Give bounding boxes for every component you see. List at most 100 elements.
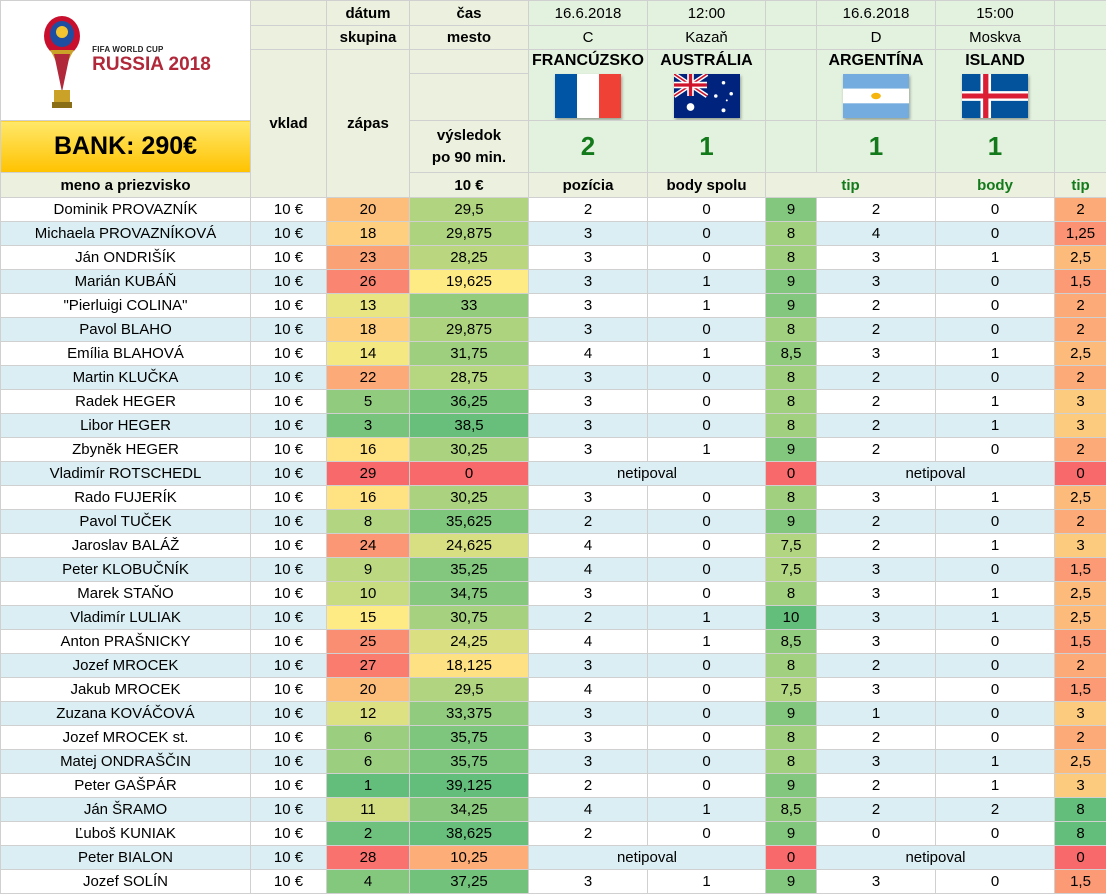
match1-points[interactable]: 8 bbox=[765, 389, 817, 414]
match2-tip-home[interactable]: 2 bbox=[816, 293, 936, 318]
match2-tip-home[interactable]: 3 bbox=[816, 869, 936, 894]
player-name[interactable]: Libor HEGER bbox=[0, 413, 251, 438]
match1-no-tip[interactable]: netipoval bbox=[528, 461, 766, 486]
match1-tip-home[interactable]: 2 bbox=[528, 773, 648, 798]
match1-points[interactable]: 9 bbox=[765, 269, 817, 294]
match1-points[interactable]: 9 bbox=[765, 773, 817, 798]
match2-tip-home[interactable]: 2 bbox=[816, 533, 936, 558]
match2-tip-home[interactable]: 3 bbox=[816, 245, 936, 270]
match2-points[interactable]: 0 bbox=[1054, 461, 1106, 486]
match1-tip-away[interactable]: 0 bbox=[647, 725, 766, 750]
match1-points[interactable]: 8 bbox=[765, 485, 817, 510]
player-vklad[interactable]: 10 € bbox=[250, 797, 327, 822]
match2-tip-away[interactable]: 0 bbox=[935, 437, 1055, 462]
match1-tip-away[interactable]: 1 bbox=[647, 341, 766, 366]
match1-points[interactable]: 7,5 bbox=[765, 557, 817, 582]
player-vklad[interactable]: 10 € bbox=[250, 389, 327, 414]
player-vklad[interactable]: 10 € bbox=[250, 557, 327, 582]
table-row[interactable]: Pavol BLAHO 10 €18 29,875 3 0 8 2 0 2 bbox=[0, 317, 1106, 342]
match2-tip-away[interactable]: 1 bbox=[935, 341, 1055, 366]
match2-tip-home[interactable]: 2 bbox=[816, 413, 936, 438]
match1-tip-home[interactable]: 3 bbox=[528, 245, 648, 270]
player-total-points[interactable]: 35,75 bbox=[409, 749, 529, 774]
player-position[interactable]: 26 bbox=[326, 269, 410, 294]
player-vklad[interactable]: 10 € bbox=[250, 269, 327, 294]
match2-tip-away[interactable]: 0 bbox=[935, 677, 1055, 702]
match2-tip-home[interactable]: 2 bbox=[816, 317, 936, 342]
match1-points[interactable]: 8,5 bbox=[765, 341, 817, 366]
match2-tip-home[interactable]: 2 bbox=[816, 197, 936, 222]
player-vklad[interactable]: 10 € bbox=[250, 581, 327, 606]
table-row[interactable]: Dominik PROVAZNÍK 10 €20 29,5 2 0 9 2 0 2 bbox=[0, 197, 1106, 222]
match2-tip-home[interactable]: 3 bbox=[816, 557, 936, 582]
player-total-points[interactable]: 34,75 bbox=[409, 581, 529, 606]
match2-tip-home[interactable]: 2 bbox=[816, 653, 936, 678]
player-total-points[interactable]: 38,625 bbox=[409, 821, 529, 846]
match1-tip-away[interactable]: 1 bbox=[647, 869, 766, 894]
match2-points[interactable]: 2,5 bbox=[1054, 749, 1106, 774]
match1-points[interactable]: 7,5 bbox=[765, 533, 817, 558]
match1-tip-home[interactable]: 4 bbox=[528, 629, 648, 654]
player-total-points[interactable]: 29,5 bbox=[409, 677, 529, 702]
player-position[interactable]: 6 bbox=[326, 725, 410, 750]
match1-tip-away[interactable]: 0 bbox=[647, 485, 766, 510]
match1-tip-away[interactable]: 0 bbox=[647, 413, 766, 438]
match1-tip-home[interactable]: 3 bbox=[528, 413, 648, 438]
match2-points[interactable]: 2 bbox=[1054, 437, 1106, 462]
match2-tip-away[interactable]: 1 bbox=[935, 581, 1055, 606]
match2-tip-away[interactable]: 1 bbox=[935, 413, 1055, 438]
player-position[interactable]: 15 bbox=[326, 605, 410, 630]
match1-points[interactable]: 7,5 bbox=[765, 677, 817, 702]
player-position[interactable]: 3 bbox=[326, 413, 410, 438]
match1-points[interactable]: 8 bbox=[765, 413, 817, 438]
match1-tip-away[interactable]: 0 bbox=[647, 197, 766, 222]
player-total-points[interactable]: 35,75 bbox=[409, 725, 529, 750]
match2-tip-home[interactable]: 3 bbox=[816, 677, 936, 702]
player-vklad[interactable]: 10 € bbox=[250, 605, 327, 630]
match1-points[interactable]: 10 bbox=[765, 605, 817, 630]
match2-tip-home[interactable]: 3 bbox=[816, 485, 936, 510]
player-vklad[interactable]: 10 € bbox=[250, 677, 327, 702]
table-row[interactable]: Marek STAŇO 10 €10 34,75 3 0 8 3 1 2,5 bbox=[0, 581, 1106, 606]
match1-points[interactable]: 9 bbox=[765, 509, 817, 534]
match2-points[interactable]: 2,5 bbox=[1054, 245, 1106, 270]
match1-tip-away[interactable]: 1 bbox=[647, 437, 766, 462]
player-total-points[interactable]: 0 bbox=[409, 461, 529, 486]
player-name[interactable]: Vladimír LULIAK bbox=[0, 605, 251, 630]
player-position[interactable]: 13 bbox=[326, 293, 410, 318]
match1-tip-home[interactable]: 3 bbox=[528, 749, 648, 774]
player-name[interactable]: Peter GAŠPÁR bbox=[0, 773, 251, 798]
table-row[interactable]: Martin KLUČKA 10 €22 28,75 3 0 8 2 0 2 bbox=[0, 365, 1106, 390]
player-position[interactable]: 28 bbox=[326, 845, 410, 870]
table-row[interactable]: Jozef MROCEK 10 €27 18,125 3 0 8 2 0 2 bbox=[0, 653, 1106, 678]
player-position[interactable]: 23 bbox=[326, 245, 410, 270]
player-total-points[interactable]: 30,25 bbox=[409, 485, 529, 510]
match2-points[interactable]: 1,5 bbox=[1054, 557, 1106, 582]
player-total-points[interactable]: 10,25 bbox=[409, 845, 529, 870]
match1-points[interactable]: 9 bbox=[765, 197, 817, 222]
match1-points[interactable]: 8 bbox=[765, 317, 817, 342]
player-total-points[interactable]: 35,25 bbox=[409, 557, 529, 582]
table-row[interactable]: Jaroslav BALÁŽ 10 €24 24,625 4 0 7,5 2 1 3 bbox=[0, 533, 1106, 558]
match2-tip-away[interactable]: 0 bbox=[935, 557, 1055, 582]
match1-no-tip[interactable]: netipoval bbox=[528, 845, 766, 870]
player-vklad[interactable]: 10 € bbox=[250, 749, 327, 774]
match2-points[interactable]: 0 bbox=[1054, 845, 1106, 870]
table-row[interactable]: Zuzana KOVÁČOVÁ 10 €12 33,375 3 0 9 1 0 3 bbox=[0, 701, 1106, 726]
player-total-points[interactable]: 35,625 bbox=[409, 509, 529, 534]
player-total-points[interactable]: 33 bbox=[409, 293, 529, 318]
match2-tip-away[interactable]: 1 bbox=[935, 485, 1055, 510]
player-name[interactable]: Pavol BLAHO bbox=[0, 317, 251, 342]
player-vklad[interactable]: 10 € bbox=[250, 365, 327, 390]
match1-points[interactable]: 8,5 bbox=[765, 629, 817, 654]
match2-tip-home[interactable]: 2 bbox=[816, 797, 936, 822]
player-total-points[interactable]: 38,5 bbox=[409, 413, 529, 438]
match2-points[interactable]: 3 bbox=[1054, 413, 1106, 438]
match2-tip-away[interactable]: 1 bbox=[935, 389, 1055, 414]
table-row[interactable]: Rado FUJERÍK 10 €16 30,25 3 0 8 3 1 2,5 bbox=[0, 485, 1106, 510]
match1-tip-home[interactable]: 3 bbox=[528, 437, 648, 462]
player-vklad[interactable]: 10 € bbox=[250, 221, 327, 246]
match2-points[interactable]: 2 bbox=[1054, 197, 1106, 222]
player-name[interactable]: Jozef SOLÍN bbox=[0, 869, 251, 894]
table-row[interactable]: Ľuboš KUNIAK 10 €2 38,625 2 0 9 0 0 8 bbox=[0, 821, 1106, 846]
